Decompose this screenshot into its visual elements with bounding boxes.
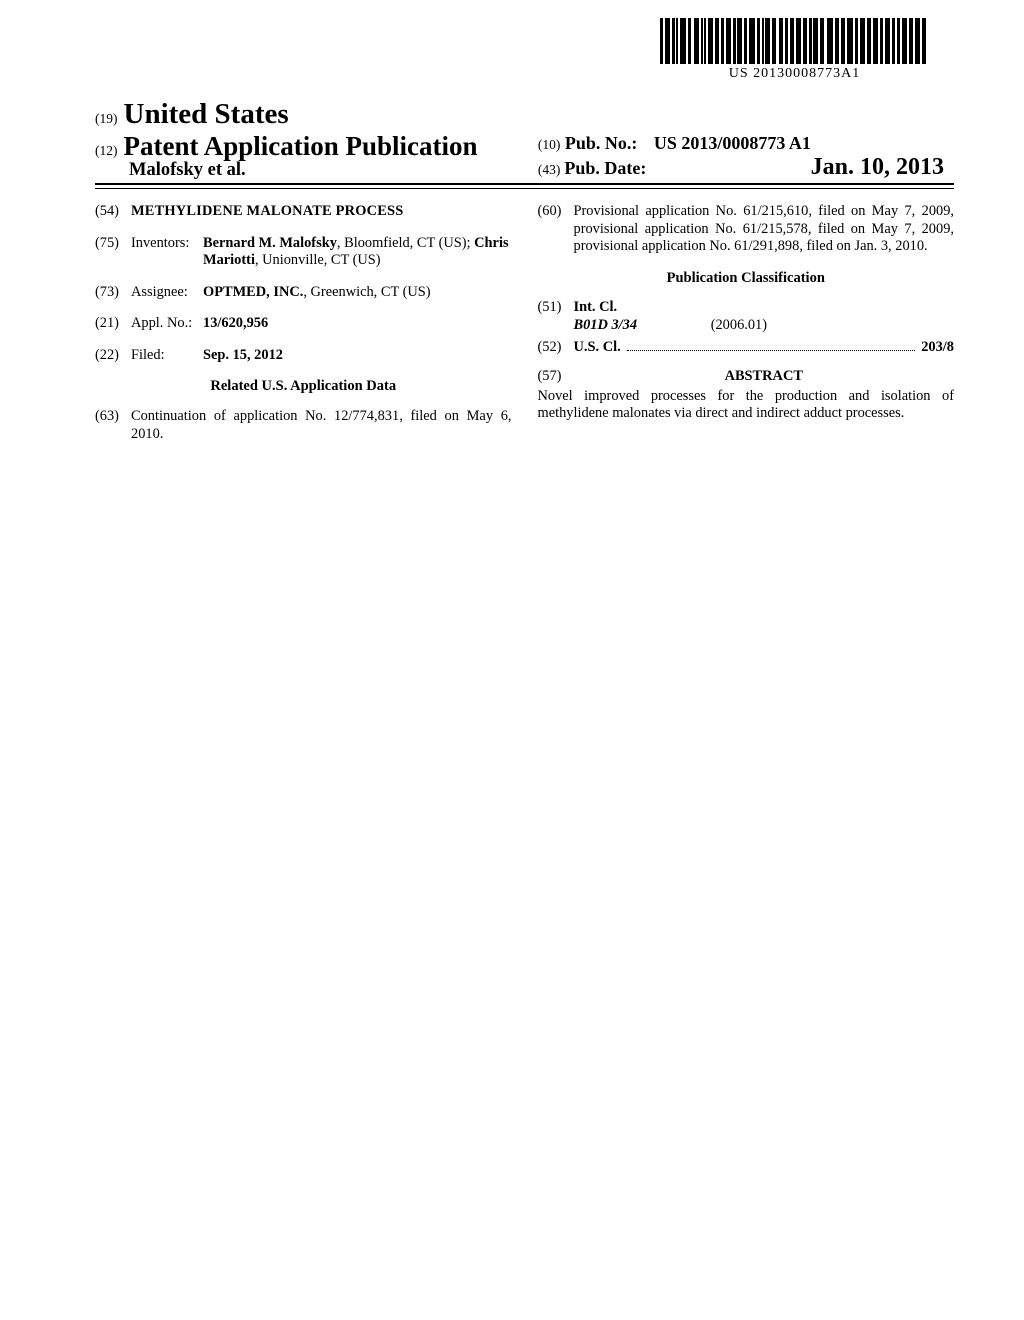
assignee-name: OPTMED, INC. [203, 284, 303, 300]
abstract-heading: ABSTRACT [574, 368, 955, 386]
field-63: (63) Continuation of application No. 12/… [95, 408, 512, 443]
code-60: (60) [538, 203, 574, 256]
field-54: (54) METHYLIDENE MALONATE PROCESS [95, 203, 512, 221]
code-52: (52) [538, 339, 574, 357]
provisional-text: Provisional application No. 61/215,610, … [574, 203, 955, 256]
uscl-value: 203/8 [921, 339, 954, 357]
pubno-label: Pub. No.: [565, 133, 638, 153]
pubdate-line: (43) Pub. Date: Jan. 10, 2013 [538, 154, 954, 181]
code-12: (12) [95, 143, 118, 158]
inventor-2-loc: , Unionville, CT (US) [255, 252, 381, 268]
assignee: OPTMED, INC., Greenwich, CT (US) [203, 284, 512, 302]
field-22: (22) Filed: Sep. 15, 2012 [95, 347, 512, 365]
field-73: (73) Assignee: OPTMED, INC., Greenwich, … [95, 284, 512, 302]
label-applno: Appl. No.: [131, 315, 203, 333]
code-75: (75) [95, 235, 131, 270]
pubdate: Jan. 10, 2013 [811, 154, 944, 181]
barcode-text: US 20130008773A1 [729, 66, 861, 82]
uscl-dots [627, 339, 916, 350]
intcl-edition: (2006.01) [711, 317, 767, 333]
left-column: (54) METHYLIDENE MALONATE PROCESS (75) I… [95, 203, 512, 443]
code-54: (54) [95, 203, 131, 221]
field-75: (75) Inventors: Bernard M. Malofsky, Blo… [95, 235, 512, 270]
field-57-heading: (57) ABSTRACT [538, 368, 955, 386]
filed-date: Sep. 15, 2012 [203, 347, 512, 365]
code-73: (73) [95, 284, 131, 302]
code-19: (19) [95, 111, 118, 126]
label-assignee: Assignee: [131, 284, 203, 302]
intcl-class: B01D 3/34 [574, 317, 638, 333]
pub-type-line: (12) Patent Application Publication [95, 131, 528, 162]
body-columns: (54) METHYLIDENE MALONATE PROCESS (75) I… [95, 203, 954, 443]
inventors: Bernard M. Malofsky, Bloomfield, CT (US)… [203, 235, 512, 270]
barcode [660, 18, 929, 64]
patent-cover-page: US 20130008773A1 (19) United States (12)… [0, 0, 1024, 1320]
header-underline [95, 188, 954, 189]
pubclass-heading: Publication Classification [538, 270, 955, 288]
intcl-row: B01D 3/34 (2006.01) [574, 317, 955, 335]
field-60: (60) Provisional application No. 61/215,… [538, 203, 955, 256]
intcl-label: Int. Cl. [574, 299, 955, 317]
inventor-1: Bernard M. Malofsky [203, 235, 337, 251]
related-heading: Related U.S. Application Data [95, 378, 512, 396]
code-51: (51) [538, 299, 574, 334]
inventor-1-loc: , Bloomfield, CT (US); [337, 235, 474, 251]
pubno-line: (10) Pub. No.: US 2013/0008773 A1 [538, 133, 954, 154]
country-line: (19) United States [95, 98, 528, 131]
intcl-body: Int. Cl. B01D 3/34 (2006.01) [574, 299, 955, 334]
label-filed: Filed: [131, 347, 203, 365]
applno: 13/620,956 [203, 315, 512, 333]
field-51: (51) Int. Cl. B01D 3/34 (2006.01) [538, 299, 955, 334]
header-right: (10) Pub. No.: US 2013/0008773 A1 (43) P… [528, 133, 954, 181]
authors-top: Malofsky et al. [129, 160, 528, 181]
code-57: (57) [538, 368, 574, 386]
pub-type: Patent Application Publication [124, 131, 478, 161]
code-10: (10) [538, 137, 561, 152]
abstract-text: Novel improved processes for the product… [538, 388, 955, 423]
code-43: (43) [538, 162, 561, 178]
continuation-text: Continuation of application No. 12/774,8… [131, 408, 512, 443]
uscl-row: U.S. Cl. 203/8 [574, 339, 955, 357]
pubno: US 2013/0008773 A1 [654, 133, 811, 153]
right-column: (60) Provisional application No. 61/215,… [538, 203, 955, 443]
pubdate-label: Pub. Date: [564, 158, 646, 179]
field-52: (52) U.S. Cl. 203/8 [538, 339, 955, 357]
title: METHYLIDENE MALONATE PROCESS [131, 203, 512, 221]
uscl-label: U.S. Cl. [574, 339, 621, 357]
code-63: (63) [95, 408, 131, 443]
code-21: (21) [95, 315, 131, 333]
code-22: (22) [95, 347, 131, 365]
field-21: (21) Appl. No.: 13/620,956 [95, 315, 512, 333]
country: United States [124, 98, 289, 130]
barcode-block: US 20130008773A1 [660, 18, 929, 82]
header-row: (19) United States (12) Patent Applicati… [95, 98, 954, 185]
label-inventors: Inventors: [131, 235, 203, 270]
header-left: (19) United States (12) Patent Applicati… [95, 98, 528, 181]
assignee-loc: , Greenwich, CT (US) [303, 284, 430, 300]
